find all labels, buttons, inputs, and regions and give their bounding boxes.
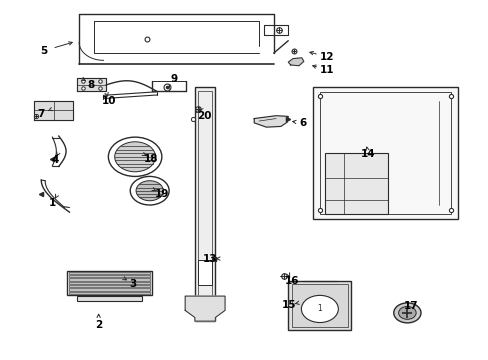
Circle shape — [108, 137, 162, 176]
Bar — [319, 93, 450, 214]
Bar — [69, 292, 149, 294]
Bar — [291, 284, 347, 327]
Text: 20: 20 — [197, 111, 211, 121]
Bar — [324, 153, 387, 214]
Circle shape — [130, 176, 169, 205]
Text: 3: 3 — [129, 279, 136, 289]
Circle shape — [115, 142, 155, 172]
Text: 2: 2 — [95, 320, 102, 330]
Bar — [67, 271, 152, 295]
Polygon shape — [185, 296, 224, 321]
Text: 12: 12 — [319, 52, 334, 62]
Text: 15: 15 — [282, 300, 296, 310]
Bar — [69, 282, 149, 284]
Text: 17: 17 — [403, 301, 417, 311]
Text: 18: 18 — [143, 154, 158, 163]
Text: 1: 1 — [317, 305, 322, 314]
Text: 10: 10 — [102, 96, 116, 107]
Text: 6: 6 — [299, 118, 306, 128]
Polygon shape — [254, 116, 287, 127]
Text: 5: 5 — [41, 46, 48, 56]
Bar — [69, 279, 149, 280]
Text: 14: 14 — [361, 149, 375, 159]
Circle shape — [398, 306, 415, 319]
Polygon shape — [77, 78, 106, 91]
Circle shape — [301, 296, 338, 323]
Polygon shape — [34, 101, 73, 120]
Bar — [69, 288, 149, 291]
Bar — [198, 260, 212, 285]
Bar — [198, 91, 212, 318]
Text: 1: 1 — [49, 198, 56, 208]
Bar — [287, 281, 351, 330]
Bar — [195, 87, 215, 321]
Text: 9: 9 — [170, 74, 177, 84]
Bar — [69, 285, 149, 287]
Bar — [312, 87, 458, 219]
Text: 4: 4 — [51, 156, 59, 165]
Bar — [69, 272, 149, 274]
Bar — [69, 275, 149, 277]
Text: 13: 13 — [203, 253, 217, 264]
Polygon shape — [287, 58, 303, 66]
Circle shape — [393, 303, 420, 323]
Text: 8: 8 — [87, 80, 95, 90]
Bar — [77, 296, 142, 301]
Text: 16: 16 — [284, 276, 298, 286]
Text: 19: 19 — [154, 189, 169, 199]
Text: 7: 7 — [38, 109, 45, 119]
Circle shape — [136, 181, 163, 201]
Text: 11: 11 — [319, 65, 334, 75]
